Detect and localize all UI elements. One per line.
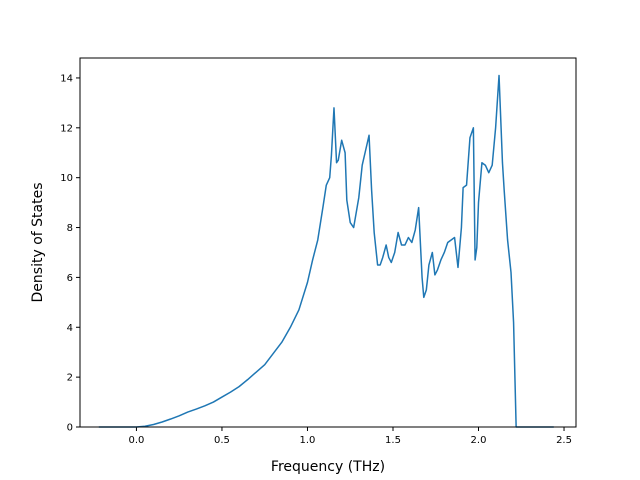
y-tick-label: 4 bbox=[67, 323, 73, 334]
plot-frame bbox=[79, 57, 577, 428]
y-tick-label: 6 bbox=[67, 273, 73, 284]
x-axis-label: Frequency (THz) bbox=[271, 459, 385, 475]
y-tick-label: 10 bbox=[60, 173, 73, 184]
x-tick-label: 2.0 bbox=[471, 435, 487, 446]
series-layer bbox=[98, 74, 554, 428]
x-tick-label: 0.0 bbox=[128, 435, 144, 446]
y-tick-label: 2 bbox=[67, 373, 73, 384]
y-tick-label: 8 bbox=[67, 223, 73, 234]
y-axis-label: Density of States bbox=[30, 183, 46, 303]
y-tick-label: 0 bbox=[67, 423, 73, 434]
y-axis-ticks: 0 2 4 6 8 10 12 14 bbox=[60, 73, 80, 434]
x-axis-ticks: 0.0 0.5 1.0 1.5 2.0 2.5 bbox=[128, 427, 572, 446]
x-tick-label: 1.5 bbox=[385, 435, 401, 446]
plot-area bbox=[80, 58, 576, 427]
dos-series-line bbox=[98, 74, 554, 428]
x-tick-label: 2.5 bbox=[556, 435, 572, 446]
x-tick-label: 1.0 bbox=[300, 435, 316, 446]
y-tick-label: 14 bbox=[60, 73, 73, 84]
x-tick-label: 0.5 bbox=[214, 435, 230, 446]
y-tick-label: 12 bbox=[60, 123, 73, 134]
